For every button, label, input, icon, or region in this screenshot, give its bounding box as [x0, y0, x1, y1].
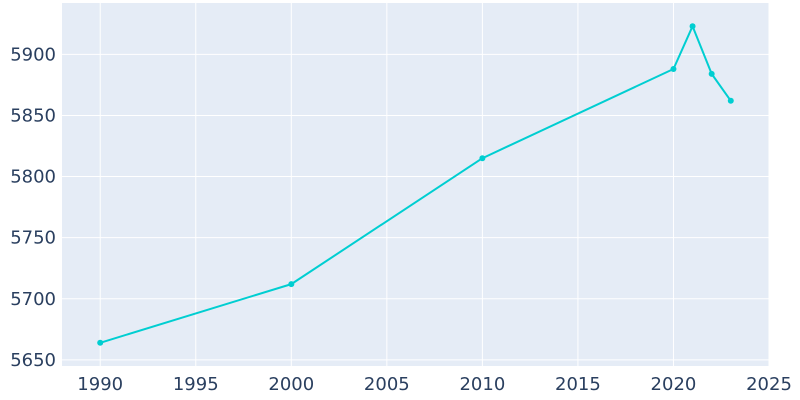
data-point: [479, 155, 486, 162]
data-series: [97, 23, 734, 346]
data-point: [670, 66, 677, 72]
x-tick-label: 1990: [77, 374, 123, 395]
grid-lines: [62, 3, 770, 366]
x-tick-label: 2020: [651, 374, 697, 395]
y-tick-label: 5900: [10, 44, 56, 65]
y-tick-label: 5750: [10, 228, 56, 249]
y-tick-label: 5850: [10, 105, 56, 126]
x-tick-label: 2000: [268, 374, 314, 395]
y-tick-label: 5800: [10, 167, 56, 188]
data-point: [288, 281, 295, 288]
plot-background: [62, 3, 769, 366]
x-tick-label: 2025: [746, 374, 792, 395]
x-tick-label: 2005: [364, 374, 410, 395]
data-point: [689, 23, 696, 30]
data-point: [97, 339, 104, 346]
y-tick-label: 5700: [10, 289, 56, 310]
data-point: [727, 97, 734, 104]
x-tick-label: 2010: [459, 374, 505, 395]
x-tick-label: 1995: [173, 374, 219, 395]
y-axis-ticks: 5650 5700 5750 5800 5850 5900: [10, 44, 56, 371]
x-axis-ticks: 1990 1995 2000 2005 2010 2015 2020 2025: [77, 374, 792, 395]
data-point: [708, 70, 715, 77]
y-tick-label: 5650: [10, 350, 56, 371]
x-tick-label: 2015: [555, 374, 601, 395]
